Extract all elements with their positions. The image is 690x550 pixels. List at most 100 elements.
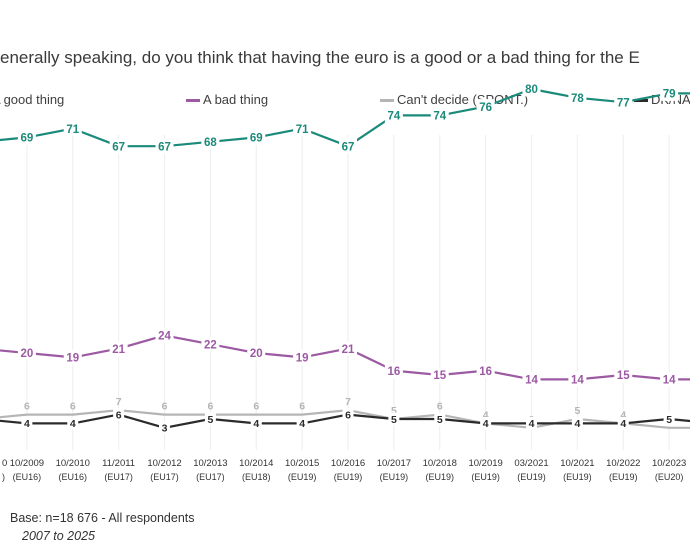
data-label-dk-14: 4: [620, 418, 626, 430]
x-tick-sub-9: (EU19): [380, 472, 409, 482]
data-label-good-7: 71: [296, 124, 309, 136]
x-tick-sub-11: (EU19): [471, 472, 500, 482]
data-label-good-4: 67: [158, 141, 171, 153]
x-tick-sub-3: (EU17): [104, 472, 133, 482]
data-label-cant-7: 6: [299, 401, 305, 413]
data-label-bg-bad-3: [109, 341, 128, 357]
data-label-bg-good-8: [339, 138, 357, 154]
data-label-bg-bad-6: [247, 345, 266, 361]
data-label-bg-dk-8: [342, 408, 354, 422]
x-tick-sub-5: (EU17): [196, 472, 225, 482]
data-label-good-14: 77: [617, 97, 630, 109]
data-label-good-5: 68: [204, 137, 217, 149]
data-label-bg-dk-14: [617, 416, 629, 430]
data-label-bad-9: 16: [387, 366, 400, 378]
data-label-dk-10: 5: [437, 414, 443, 426]
data-label-bg-good-3: [109, 138, 128, 154]
x-tick-label-15: 10/2023: [652, 458, 686, 469]
x-tick-label-edge-left: 0: [2, 458, 7, 469]
data-label-bg-bad-7: [293, 349, 312, 365]
x-tick-label-8: 10/2016: [331, 458, 365, 469]
data-label-cant-8: 7: [345, 396, 351, 408]
data-label-dk-4: 3: [162, 423, 168, 435]
x-tick-label-4: 10/2012: [147, 458, 181, 469]
data-label-bg-dk-3: [113, 408, 125, 422]
data-label-bg-dk-9: [388, 412, 400, 426]
data-label-dk-3: 6: [116, 409, 122, 421]
data-label-bg-dk-12: [526, 416, 537, 430]
data-label-dk-1: 4: [24, 418, 30, 430]
data-label-bg-dk-5: [204, 412, 216, 426]
data-label-bg-bad-4: [155, 327, 174, 343]
data-label-bg-bad-10: [430, 367, 449, 383]
data-label-bad-7: 19: [296, 353, 309, 365]
data-label-bad-1: 20: [20, 348, 33, 360]
data-label-bad-4: 24: [158, 331, 171, 343]
data-label-bg-good-12: [522, 81, 541, 97]
data-label-good-6: 69: [250, 133, 263, 145]
data-label-cant-11: 4: [483, 409, 489, 421]
data-label-bg-bad-12: [522, 371, 541, 387]
legend-item-bad[interactable]: A bad thing: [186, 92, 268, 107]
footer-period: 2007 to 2025: [22, 529, 95, 543]
data-label-bg-bad-13: [568, 371, 587, 387]
data-label-good-11: 76: [479, 102, 492, 114]
data-label-bg-good-15: [660, 85, 679, 101]
data-label-bg-bad-15: [660, 371, 679, 387]
data-label-dk-11: 4: [483, 418, 489, 430]
x-tick-sub-6: (EU18): [242, 472, 271, 482]
data-label-cant-5: 6: [207, 401, 213, 413]
data-label-bad-12: 14: [525, 375, 538, 387]
data-label-dk-5: 5: [207, 414, 213, 426]
data-label-bg-bad-14: [614, 367, 633, 383]
data-label-bad-11: 16: [479, 366, 492, 378]
data-label-cant-2: 6: [70, 401, 76, 413]
legend-item-good[interactable]: A good thing: [0, 92, 64, 107]
data-label-good-12: 80: [525, 84, 538, 96]
data-label-bad-14: 15: [617, 370, 630, 382]
data-label-cant-13: 5: [574, 405, 580, 417]
data-label-bad-6: 20: [250, 348, 263, 360]
data-label-bad-2: 19: [66, 353, 79, 365]
x-tick-sub-14: (EU19): [609, 472, 638, 482]
x-tick-sub-10: (EU19): [425, 472, 454, 482]
footer-base: Base: n=18 676 - All respondents: [10, 511, 195, 525]
x-tick-label-14: 10/2022: [606, 458, 640, 469]
x-tick-label-12: 03/2021: [514, 458, 548, 469]
x-tick-label-10: 10/2018: [423, 458, 457, 469]
data-label-bg-dk-1: [21, 416, 33, 430]
data-label-cant-3: 7: [116, 396, 122, 408]
data-label-dk-7: 4: [299, 418, 305, 430]
data-label-bad-13: 14: [571, 375, 584, 387]
x-tick-label-3: 11/2011: [102, 458, 135, 469]
data-label-dk-2: 4: [70, 418, 76, 430]
data-label-cant-9: 5: [391, 405, 397, 417]
data-label-dk-8: 6: [345, 409, 351, 421]
x-tick-sub-8: (EU19): [334, 472, 363, 482]
data-label-cant-14: 4: [620, 409, 626, 421]
data-label-bg-good-9: [384, 107, 403, 123]
data-label-cant-4: 6: [162, 401, 168, 413]
x-tick-label-9: 10/2017: [377, 458, 411, 469]
data-label-bg-good-7: [293, 121, 312, 137]
data-label-good-8: 67: [342, 141, 355, 153]
data-label-good-10: 74: [433, 111, 446, 123]
x-tick-sub-13: (EU19): [563, 472, 592, 482]
x-tick-sub-15: (EU20): [655, 472, 684, 482]
x-tick-label-7: 10/2015: [285, 458, 319, 469]
data-label-bg-dk-15: [663, 412, 675, 426]
x-tick-sub-edge-left: ): [2, 472, 5, 482]
data-label-bg-good-14: [614, 94, 633, 110]
data-label-good-3: 67: [112, 141, 125, 153]
data-label-good-15: 79: [663, 89, 676, 101]
data-label-bg-bad-11: [476, 363, 495, 379]
data-label-bad-5: 22: [204, 339, 217, 351]
data-label-cant-6: 6: [253, 401, 259, 413]
data-label-dk-9: 5: [391, 414, 397, 426]
series-line-good: [0, 87, 690, 148]
data-label-bg-dk-2: [67, 416, 79, 430]
data-label-bg-bad-2: [63, 349, 82, 365]
data-label-bg-good-4: [155, 138, 174, 154]
x-tick-label-11: 10/2019: [468, 458, 502, 469]
